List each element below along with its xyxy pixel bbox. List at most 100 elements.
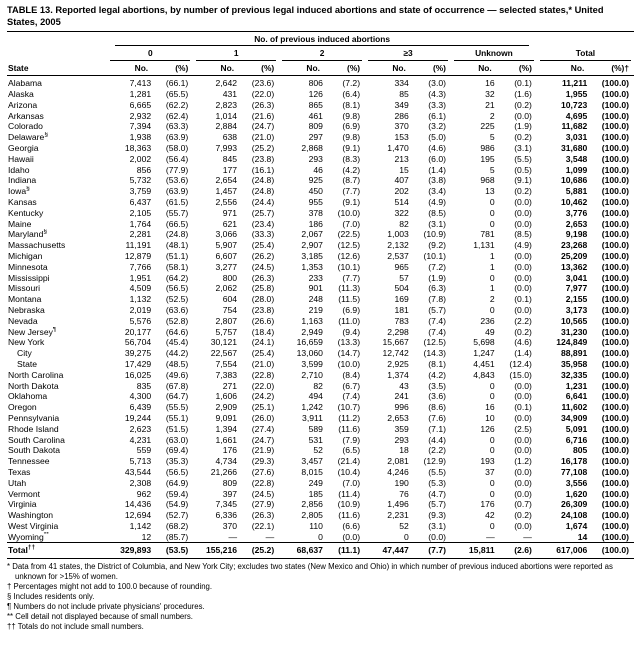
footnote-pilcrow: ¶ Numbers do not include private physici… xyxy=(7,602,205,612)
percent-cell: (100.0) xyxy=(601,423,629,434)
count-cell: 18 xyxy=(399,445,409,456)
footnote-dagger: † Percentages might not add to 100.0 bec… xyxy=(7,582,213,592)
percent-cell: (27.4) xyxy=(251,423,275,434)
count-cell: 249 xyxy=(308,477,323,488)
count-cell: 6,437 xyxy=(129,196,152,207)
count-cell: 5,881 xyxy=(565,186,588,197)
percent-cell: (3.0) xyxy=(428,78,446,89)
count-cell: 21 xyxy=(485,99,495,110)
count-cell: 621 xyxy=(222,218,238,229)
count-cell: 202 xyxy=(394,186,409,197)
table-row: North Dakota 835 (67.8) 271 (22.0) 82 (6.7) 43 (… xyxy=(7,381,634,392)
percent-cell: (3.4) xyxy=(428,186,446,197)
percent-cell: (100.0) xyxy=(601,132,629,143)
percent-cell: (2.6) xyxy=(496,542,537,560)
count-cell: 0 xyxy=(489,445,495,456)
percent-cell: (55.7) xyxy=(165,207,189,218)
percent-cell: (0.0) xyxy=(514,434,532,445)
count-cell: 0 xyxy=(489,207,495,218)
percent-cell: (21.9) xyxy=(251,445,275,456)
count-cell: 0 xyxy=(489,520,495,531)
count-cell: 1 xyxy=(489,261,495,272)
percent-cell: (7.4) xyxy=(428,326,446,337)
percent-cell: (100.0) xyxy=(601,143,629,153)
count-cell: 15,667 xyxy=(382,337,409,348)
percent-cell: (10.0) xyxy=(337,358,361,369)
percent-cell: (3.3) xyxy=(428,99,446,110)
percent-cell: (23.6) xyxy=(251,78,275,89)
count-cell: 10,723 xyxy=(560,99,588,110)
footnote-double-dagger: †† Totals do not include small numbers. xyxy=(7,622,144,632)
header-sub-row: State No. (%) No. (%) No. (%) No. (%) No… xyxy=(7,60,634,77)
percent-cell: (0.0) xyxy=(514,207,532,218)
count-cell: 11,682 xyxy=(561,121,588,132)
percent-cell: (4.6) xyxy=(514,337,532,348)
percent-cell: (0.0) xyxy=(514,380,532,391)
count-cell: 176 xyxy=(480,499,495,510)
percent-cell: (5.7) xyxy=(428,304,446,315)
count-cell: 1,606 xyxy=(215,391,238,402)
percent-cell: (55.1) xyxy=(165,412,189,423)
count-cell: 293 xyxy=(394,434,409,445)
count-cell: 32 xyxy=(485,89,495,100)
count-cell: 16,178 xyxy=(560,456,588,467)
count-cell: 3,548 xyxy=(565,153,588,164)
percent-cell: (6.4) xyxy=(342,89,361,100)
percent-cell: (9.8) xyxy=(342,110,361,121)
count-cell: 1,674 xyxy=(565,520,588,531)
percent-cell: (25.4) xyxy=(251,240,275,251)
percent-cell: (0.0) xyxy=(514,261,532,272)
percent-cell: (6.7) xyxy=(342,380,361,391)
percent-cell: (58.1) xyxy=(165,261,189,272)
count-cell: 925 xyxy=(308,175,323,186)
count-cell: 359 xyxy=(394,423,409,434)
count-cell: 809 xyxy=(222,477,238,488)
percent-cell: (1.4) xyxy=(428,164,446,175)
count-cell: 110 xyxy=(309,520,323,531)
percent-cell: (7.7) xyxy=(342,272,361,283)
count-cell: 12 xyxy=(141,531,152,542)
table-row: Arkansas 2,932 (62.4) 1,014 (21.6) 461 (9.8) 28… xyxy=(7,111,634,122)
percent-cell: (0.0) xyxy=(514,250,532,261)
table-row: New York 56,704 (45.4) 30,121 (24.1) 16,659 (1… xyxy=(7,337,634,348)
count-cell: 22,567 xyxy=(210,348,238,359)
percent-cell: (55.5) xyxy=(165,402,189,413)
col-header-no: No. xyxy=(193,60,240,77)
count-cell: 3,041 xyxy=(565,272,588,283)
count-cell: 559 xyxy=(136,445,152,456)
percent-cell: (100.0) xyxy=(601,207,629,218)
count-cell: 5 xyxy=(489,164,495,175)
percent-cell: (100.0) xyxy=(601,477,629,488)
percent-cell: (66.1) xyxy=(165,78,189,89)
count-cell: 1,938 xyxy=(129,132,152,143)
count-cell: 638 xyxy=(222,132,238,143)
count-cell: 11,602 xyxy=(561,402,588,413)
percent-cell: (45.4) xyxy=(165,337,189,348)
count-cell: 213 xyxy=(394,153,409,164)
percent-cell: (7.9) xyxy=(342,434,361,445)
table-row: Texas 43,544 (56.5) 21,266 (27.6) 8,015 (10.4)… xyxy=(7,467,634,478)
table-row: Indiana 5,732 (53.6) 2,654 (24.8) 925 (8.7) 407… xyxy=(7,175,634,186)
count-cell: 2,949 xyxy=(301,326,323,337)
count-cell: 2,932 xyxy=(129,110,152,121)
count-cell: 7,345 xyxy=(215,499,238,510)
col-header-no: No. xyxy=(279,60,325,77)
count-cell: 155,216 xyxy=(193,542,240,560)
percent-cell: (7.1) xyxy=(428,423,446,434)
table-row: Colorado 7,394 (63.3) 2,884 (24.7) 809 (6.9) 37… xyxy=(7,121,634,132)
table-row: Maryland§ 2,281 (24.8) 3,066 (33.3) 2,067 (22.… xyxy=(7,229,634,240)
percent-cell: (4.2) xyxy=(342,164,361,175)
count-cell: 431 xyxy=(222,89,238,100)
count-cell: 2,623 xyxy=(129,423,152,434)
col-group-1-label: 1 xyxy=(196,46,277,61)
percent-cell: (48.1) xyxy=(165,240,189,251)
col-group-0: 0 xyxy=(107,46,193,61)
count-cell: 4,300 xyxy=(129,391,152,402)
count-cell: 514 xyxy=(394,196,409,207)
percent-cell: (7.6) xyxy=(428,412,446,423)
count-cell: 4,734 xyxy=(215,456,238,467)
count-cell: 1,003 xyxy=(387,229,409,240)
percent-cell: (2.2) xyxy=(428,445,446,456)
count-cell: 35,958 xyxy=(560,358,588,369)
percent-cell: (21.0) xyxy=(251,132,275,143)
